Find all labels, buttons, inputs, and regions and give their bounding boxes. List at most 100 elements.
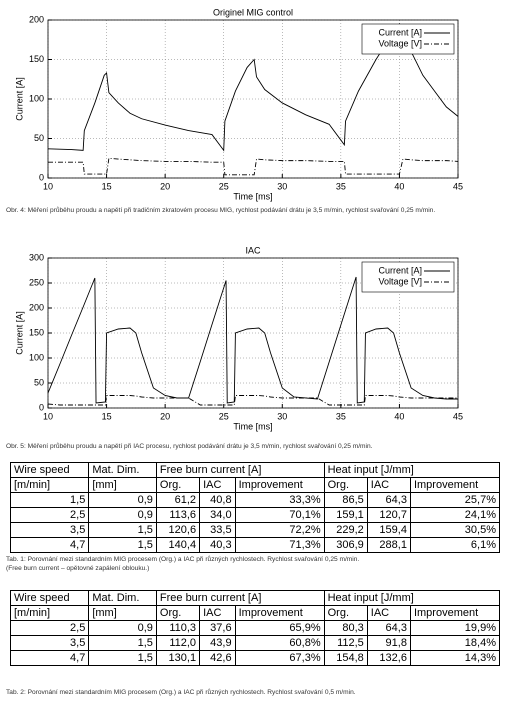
table-row: 3,5 1,5 112,0 43,9 60,8% 112,5 91,8 18,4% bbox=[9, 635, 501, 651]
table-cell: 65,9% bbox=[234, 620, 325, 636]
y-tick-label: 100 bbox=[29, 93, 44, 103]
table-cell: 120,6 bbox=[155, 522, 201, 538]
x-tick-label: 40 bbox=[394, 181, 404, 191]
header-cell: IAC bbox=[199, 605, 236, 621]
x-tick-label: 10 bbox=[43, 411, 53, 421]
table-cell: 159,1 bbox=[323, 507, 368, 523]
x-tick-label: 25 bbox=[219, 411, 229, 421]
legend-label: Current [A] bbox=[378, 27, 422, 37]
legend-label: Voltage [V] bbox=[378, 38, 422, 48]
header-cell: Heat input [J/mm] bbox=[323, 590, 501, 606]
header-row: Wire speed Mat. Dim. Free burn current [A]… bbox=[9, 590, 501, 606]
figure-caption: Obr. 5: Měření průběhu proudu a napětí p… bbox=[6, 443, 373, 450]
header-cell: [mm] bbox=[88, 605, 157, 621]
table-cell: 60,8% bbox=[234, 635, 325, 651]
table-cell: 288,1 bbox=[366, 537, 411, 553]
y-tick-label: 150 bbox=[29, 54, 44, 64]
header-cell: Org. bbox=[155, 605, 201, 621]
table-cell: 33,5 bbox=[199, 522, 236, 538]
table-row: 1,5 0,9 61,2 40,8 33,3% 86,5 64,3 25,7% bbox=[9, 492, 501, 508]
table: Wire speed Mat. Dim. Free burn current [A]… bbox=[9, 590, 501, 666]
table-cell: 159,4 bbox=[366, 522, 411, 538]
header-cell: Org. bbox=[323, 605, 368, 621]
table-cell: 43,9 bbox=[199, 635, 236, 651]
x-tick-label: 15 bbox=[102, 411, 112, 421]
header-cell: Free burn current [A] bbox=[155, 590, 325, 606]
x-tick-label: 20 bbox=[160, 181, 170, 191]
table-cell: 86,5 bbox=[323, 492, 368, 508]
y-axis-label: Current [A] bbox=[14, 77, 24, 121]
x-tick-label: 20 bbox=[160, 411, 170, 421]
header-cell: [mm] bbox=[88, 477, 157, 493]
x-tick-label: 35 bbox=[336, 181, 346, 191]
header-cell: Wire speed bbox=[9, 590, 90, 606]
table-cell: 72,2% bbox=[234, 522, 325, 538]
table-cell: 40,8 bbox=[199, 492, 236, 508]
legend-label: Voltage [V] bbox=[378, 276, 422, 286]
table-cell: 30,5% bbox=[409, 522, 501, 538]
table-cell: 64,3 bbox=[366, 492, 411, 508]
table-cell: 61,2 bbox=[155, 492, 201, 508]
caption-line: Tab. 1: Porovnání mezi standardním MIG p… bbox=[6, 556, 360, 563]
header-cell: [m/min] bbox=[9, 605, 90, 621]
plot-frame bbox=[47, 257, 459, 409]
x-tick-label: 25 bbox=[219, 181, 229, 191]
y-tick-label: 200 bbox=[29, 302, 44, 312]
table-cell: 33,3% bbox=[234, 492, 325, 508]
x-tick-label: 45 bbox=[453, 181, 463, 191]
table-cell: 110,3 bbox=[155, 620, 201, 636]
header-cell: Free burn current [A] bbox=[155, 462, 325, 478]
table-cell: 4,7 bbox=[9, 537, 90, 553]
table-cell: 1,5 bbox=[9, 492, 90, 508]
header-cell: Heat input [J/mm] bbox=[323, 462, 501, 478]
plot-frame bbox=[47, 19, 459, 179]
table-cell: 2,5 bbox=[9, 620, 90, 636]
table-cell: 132,6 bbox=[366, 650, 411, 666]
y-tick-label: 200 bbox=[29, 14, 44, 24]
table-cell: 3,5 bbox=[9, 635, 90, 651]
caption-line: Tab. 2: Porovnání mezi standardním MIG p… bbox=[6, 689, 356, 696]
table-cell: 1,5 bbox=[88, 522, 157, 538]
table-cell: 154,8 bbox=[323, 650, 368, 666]
x-tick-label: 40 bbox=[394, 411, 404, 421]
table-cell: 1,5 bbox=[88, 537, 157, 553]
header-cell: Improvement bbox=[409, 477, 501, 493]
header-cell: Mat. Dim. bbox=[88, 462, 157, 478]
header-cell: Mat. Dim. bbox=[88, 590, 157, 606]
x-axis-label: Time [ms] bbox=[233, 191, 272, 201]
table-cell: 130,1 bbox=[155, 650, 201, 666]
chart-title: Originel MIG control bbox=[213, 7, 293, 17]
table-row: 2,5 0,9 113,6 34,0 70,1% 159,1 120,7 24,1% bbox=[9, 507, 501, 523]
chart-title: IAC bbox=[245, 245, 261, 255]
header-cell: [m/min] bbox=[9, 477, 90, 493]
table-cell: 1,5 bbox=[88, 635, 157, 651]
table-cell: 112,0 bbox=[155, 635, 201, 651]
table-cell: 306,9 bbox=[323, 537, 368, 553]
header-cell: IAC bbox=[366, 605, 411, 621]
caption-line: (Free burn current – opětovné zapálení o… bbox=[6, 565, 150, 572]
table-cell: 19,9% bbox=[409, 620, 501, 636]
x-axis-label: Time [ms] bbox=[233, 421, 272, 431]
table-caption: Tab. 1: Porovnání mezi standardním MIG p… bbox=[6, 555, 506, 573]
series-line bbox=[47, 395, 458, 406]
header-cell: Wire speed bbox=[9, 462, 90, 478]
y-tick-label: 0 bbox=[39, 402, 44, 412]
header-row: [m/min] [mm] Org. IAC Improvement Org. IAC Impr… bbox=[9, 605, 501, 621]
table-cell: 6,1% bbox=[409, 537, 501, 553]
legend-box bbox=[361, 23, 455, 55]
y-tick-label: 50 bbox=[34, 133, 44, 143]
legend-box bbox=[361, 261, 455, 293]
table-cell: 4,7 bbox=[9, 650, 90, 666]
header-cell: Improvement bbox=[409, 605, 501, 621]
table-cell: 3,5 bbox=[9, 522, 90, 538]
y-tick-label: 150 bbox=[29, 327, 44, 337]
table-row: 3,5 1,5 120,6 33,5 72,2% 229,2 159,4 30,5% bbox=[9, 522, 501, 538]
table-cell: 229,2 bbox=[323, 522, 368, 538]
legend-label: Current [A] bbox=[378, 265, 422, 275]
header-cell: Org. bbox=[155, 477, 201, 493]
header-cell: IAC bbox=[199, 477, 236, 493]
table-cell: 112,5 bbox=[323, 635, 368, 651]
table-cell: 24,1% bbox=[409, 507, 501, 523]
y-tick-label: 50 bbox=[34, 377, 44, 387]
figure-caption: Obr. 4: Měření průběhu proudu a napětí p… bbox=[6, 207, 436, 214]
